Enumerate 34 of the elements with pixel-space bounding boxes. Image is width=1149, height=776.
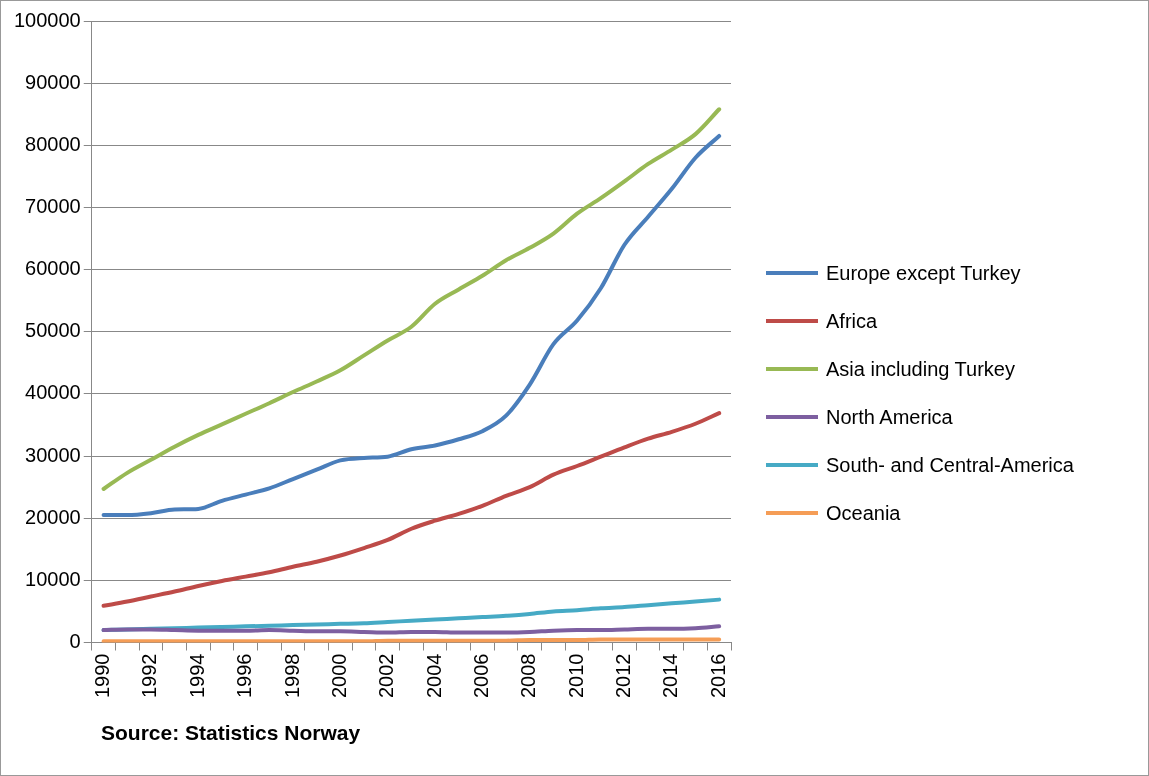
x-tick-label: 1994 (185, 653, 208, 699)
x-tick-label: 2012 (611, 653, 634, 699)
legend-label: Europe except Turkey (826, 261, 1021, 285)
line-series (101, 411, 722, 608)
y-tick-label: 30000 (25, 443, 81, 466)
x-tick-label: 1998 (280, 653, 303, 699)
y-tick-label: 90000 (25, 70, 81, 93)
y-tick-label: 70000 (25, 194, 81, 217)
x-tick-label: 2002 (375, 653, 398, 699)
line-series (101, 624, 722, 635)
legend-label: South- and Central-America (826, 453, 1074, 477)
x-tick-label: 2004 (422, 653, 445, 699)
x-tick-label: 2014 (659, 653, 682, 699)
legend-label: Africa (826, 309, 878, 333)
y-tick-label: 100000 (13, 8, 81, 31)
y-tick-label: 80000 (25, 132, 81, 155)
y-tick-label: 40000 (25, 381, 81, 404)
y-tick-label: 60000 (25, 257, 81, 280)
x-tick-label: 2000 (327, 653, 350, 699)
x-tick-label: 2006 (469, 653, 492, 699)
legend-label: Asia including Turkey (826, 357, 1015, 381)
legend-label: Oceania (826, 501, 901, 525)
x-tick-label: 2008 (517, 653, 540, 699)
y-tick-label: 20000 (25, 505, 81, 528)
x-tick-label: 2016 (706, 653, 729, 699)
x-tick-label: 1996 (233, 653, 256, 699)
x-tick-label: 1990 (91, 653, 114, 699)
x-tick-label: 1992 (138, 653, 161, 699)
y-tick-label: 50000 (25, 319, 81, 342)
y-tick-label: 10000 (25, 567, 81, 590)
x-tick-label: 2010 (564, 653, 587, 699)
source-note: Source: Statistics Norway (101, 721, 361, 745)
legend-label: North America (826, 405, 953, 429)
y-tick-label: 0 (69, 630, 81, 653)
